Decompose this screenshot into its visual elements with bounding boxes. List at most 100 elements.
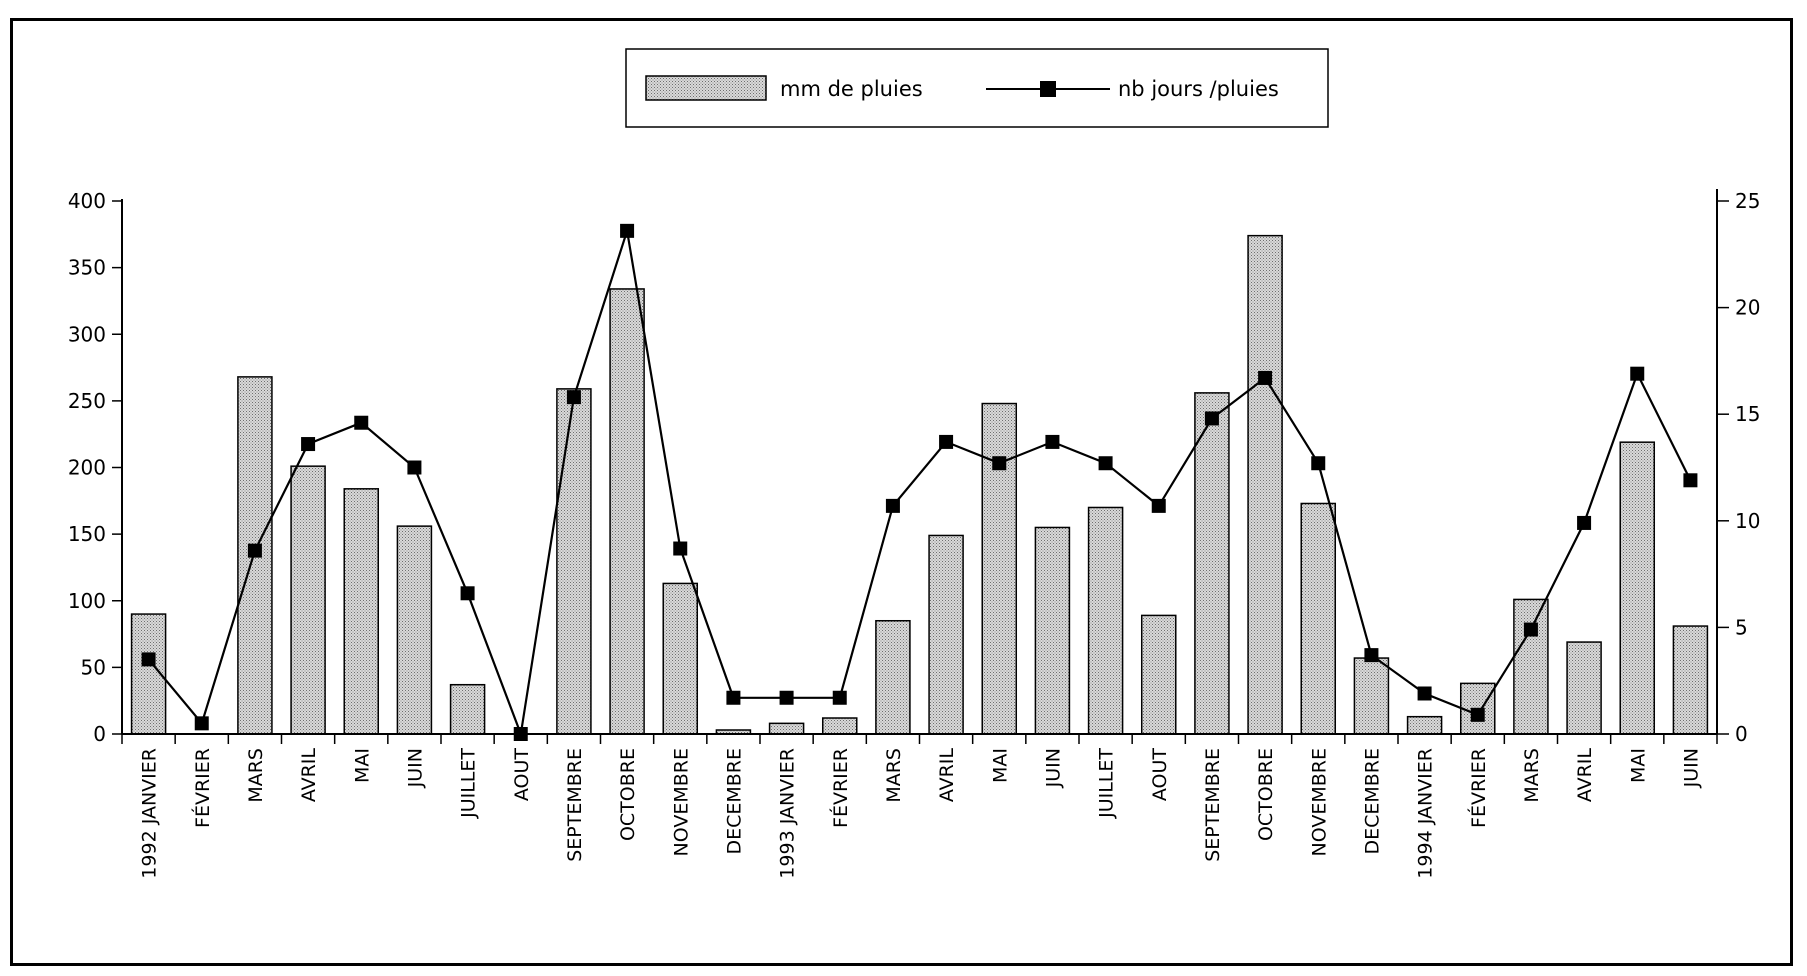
line-point [673, 541, 688, 556]
plot-area: 0 50 100 150 200 250 300 350 400 0 5 10 15 20 25 1992 J… [68, 189, 1760, 879]
line-point [1311, 456, 1326, 471]
x-tick-label: SEPTEMBRE [1202, 748, 1224, 862]
x-tick-label: DECEMBRE [1361, 748, 1383, 855]
y-tick-label-right: 25 [1735, 189, 1760, 213]
x-tick-label: MAI [989, 748, 1011, 783]
x-tick-label: FÉVRIER [191, 748, 214, 828]
legend-label-rain: mm de pluies [780, 77, 923, 101]
x-tick-label: AOUT [1149, 748, 1171, 802]
legend-label-days: nb jours /pluies [1118, 77, 1279, 101]
bar [1140, 614, 1177, 735]
line-point [460, 586, 475, 601]
line-point [194, 716, 209, 731]
bar [662, 582, 699, 735]
line-point [1045, 434, 1060, 449]
bar [556, 388, 592, 735]
bar [396, 525, 433, 735]
line-point [1258, 370, 1273, 385]
line-point [1630, 366, 1645, 381]
y-tick-label-right: 20 [1735, 296, 1760, 320]
bar [1566, 641, 1602, 735]
x-tick-label: JUIN [404, 748, 426, 788]
chart-frame [10, 18, 1793, 966]
bar [1406, 715, 1443, 735]
bar [1513, 598, 1549, 735]
bar [1034, 526, 1071, 735]
line-point [1098, 456, 1113, 471]
x-tick-label: FÉVRIER [1467, 748, 1490, 828]
x-tick-label: JUIN [1042, 748, 1064, 788]
line-point [992, 456, 1007, 471]
x-tick-label: JUIN [1680, 748, 1702, 788]
x-tick-label: OCTOBRE [617, 748, 639, 841]
y-tick-label-right: 10 [1735, 509, 1760, 533]
x-tick-label: MARS [883, 748, 905, 803]
bar [1672, 625, 1709, 735]
x-tick-label: AOUT [511, 748, 533, 802]
x-tick-label: MARS [245, 748, 267, 803]
bar [928, 534, 964, 735]
x-tick-label: JUILLET [1096, 748, 1118, 819]
x-tick-label: OCTOBRE [1255, 748, 1277, 841]
line-point [354, 415, 369, 430]
bar [768, 722, 805, 735]
x-tick-label: MAI [351, 748, 373, 783]
y-tick-label-left: 250 [68, 389, 106, 413]
bar [821, 717, 858, 735]
y-tick-label-left: 300 [68, 322, 106, 346]
legend-swatch-marker [1040, 81, 1056, 97]
bar [449, 683, 486, 735]
y-tick-label-left: 200 [68, 456, 106, 480]
y-tick-label-left: 100 [68, 589, 106, 613]
line-point [1364, 648, 1379, 663]
legend-swatch-bar [645, 75, 767, 101]
x-tick-label: SEPTEMBRE [564, 748, 586, 862]
x-tick-label: NOVEMBRE [1308, 748, 1330, 856]
line-point [407, 460, 422, 475]
line-point [779, 690, 794, 705]
bar [1619, 441, 1656, 735]
line-point [726, 690, 741, 705]
bar [1300, 502, 1337, 735]
x-tick-label: FÉVRIER [829, 748, 852, 828]
line-point [301, 437, 316, 452]
line-point [1577, 515, 1592, 530]
line-point [1417, 686, 1432, 701]
line-point [1151, 498, 1166, 513]
line-point [141, 652, 156, 667]
x-tick-label: 1993 JANVIER [777, 748, 799, 879]
line-point [1204, 411, 1219, 426]
y-tick-label-right: 0 [1735, 722, 1748, 746]
line-point [247, 543, 262, 558]
bar [875, 619, 911, 735]
legend: mm de pluies nb jours /pluies [625, 48, 1329, 128]
line-point [1523, 622, 1538, 637]
x-tick-label: MAI [1627, 748, 1649, 783]
y-tick-label-left: 350 [68, 256, 106, 280]
x-tick-label: NOVEMBRE [670, 748, 692, 856]
line-point [1683, 473, 1698, 488]
line-point [939, 434, 954, 449]
x-tick-label: JUILLET [458, 748, 480, 819]
x-tick-label: AVRIL [936, 748, 958, 803]
x-tick-label: AVRIL [298, 748, 320, 803]
line-point [620, 223, 635, 238]
line-point [1470, 707, 1485, 722]
bar [1194, 392, 1230, 735]
x-tick-label: AVRIL [1574, 748, 1596, 803]
bar [290, 465, 326, 735]
x-tick-label: 1992 JANVIER [139, 748, 161, 879]
bar [343, 488, 380, 735]
bar [1353, 657, 1390, 735]
line-point [513, 727, 528, 741]
series-line-days [147, 230, 1692, 739]
bar [609, 288, 645, 735]
y-tick-label-right: 15 [1735, 402, 1760, 426]
y-tick-label-left: 150 [68, 522, 106, 546]
line-point [832, 690, 847, 705]
y-tick-label-left: 50 [81, 655, 106, 679]
bar [1087, 506, 1124, 735]
x-tick-label: DECEMBRE [723, 748, 745, 855]
y-tick-label-left: 400 [68, 189, 106, 213]
